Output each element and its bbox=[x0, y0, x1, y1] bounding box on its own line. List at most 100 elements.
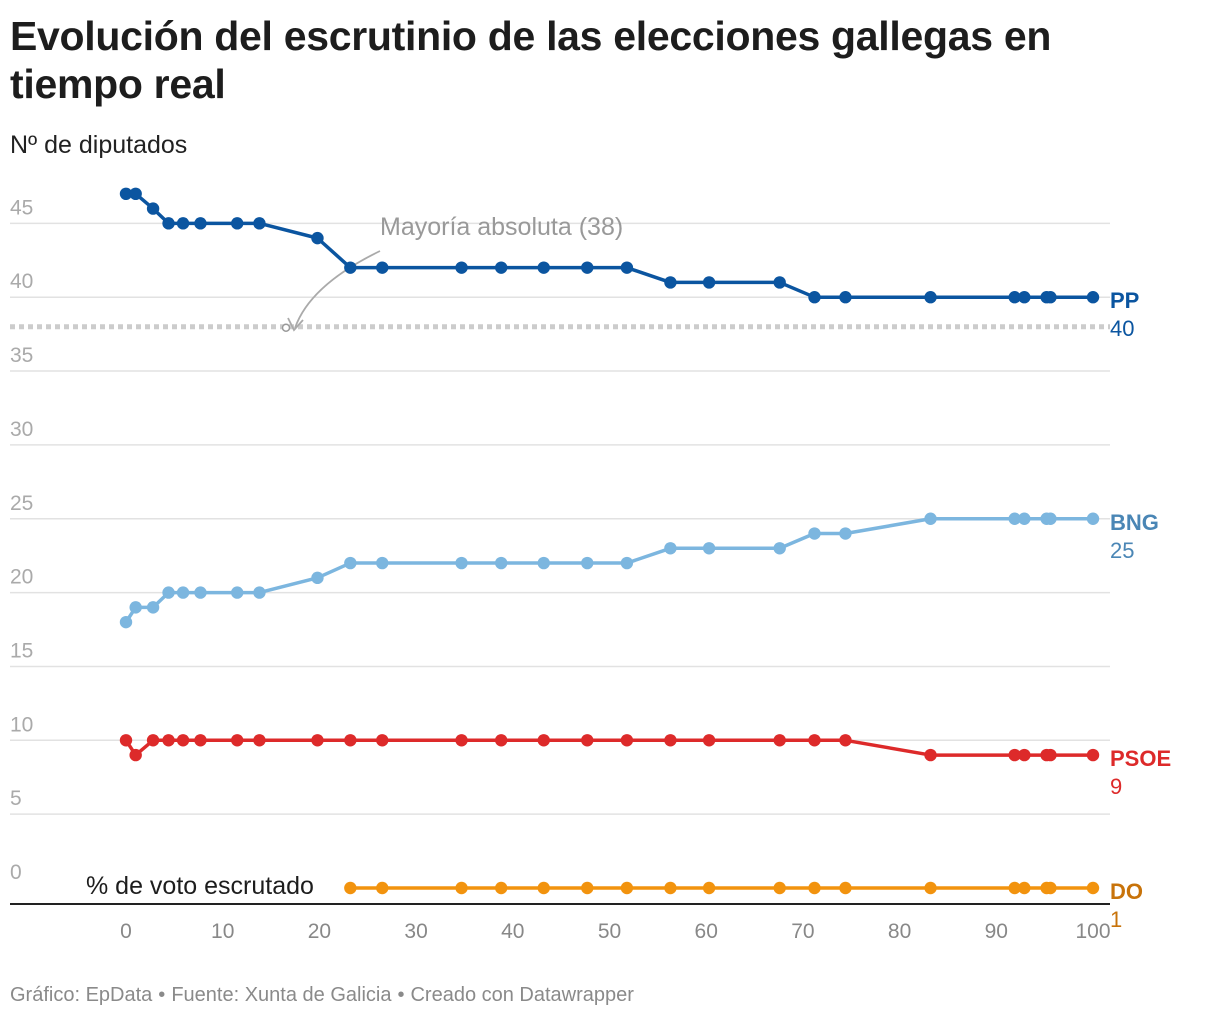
data-point-pp bbox=[194, 217, 207, 230]
data-point-do bbox=[702, 881, 716, 895]
data-point-pp bbox=[494, 261, 508, 274]
data-point-pp bbox=[253, 217, 266, 230]
footer-tool: Creado con Datawrapper bbox=[410, 984, 634, 1006]
data-point-psoe bbox=[702, 734, 716, 747]
x-tick-label-70: 70 bbox=[791, 920, 814, 943]
y-tick-label-20: 20 bbox=[10, 566, 33, 589]
data-point-pp bbox=[664, 276, 677, 289]
data-point-bng bbox=[455, 556, 468, 570]
data-point-pp bbox=[537, 261, 550, 274]
data-point-psoe bbox=[129, 748, 142, 762]
x-axis-label: % de voto escrutado bbox=[86, 872, 314, 900]
data-point-bng bbox=[376, 556, 389, 570]
series-value-do: 1 bbox=[1110, 907, 1122, 932]
data-point-pp bbox=[376, 261, 389, 274]
data-point-psoe bbox=[1018, 748, 1031, 762]
data-point-bng bbox=[162, 586, 175, 599]
annotation-majority: Mayoría absoluta (38) bbox=[281, 213, 623, 332]
series-line-bng bbox=[124, 517, 1093, 624]
data-point-do bbox=[924, 881, 937, 895]
series-bng bbox=[119, 512, 1100, 629]
x-axis: 0 10 20 30 40 50 60 70 80 90 100 % de voto escrutad… bbox=[10, 868, 1111, 943]
data-point-bng bbox=[702, 542, 716, 555]
data-point-bng bbox=[194, 586, 207, 599]
data-point-pp bbox=[129, 187, 142, 201]
series-label-pp: PP bbox=[1110, 288, 1139, 313]
x-tick-label-40: 40 bbox=[501, 920, 524, 943]
data-point-bng bbox=[581, 556, 594, 570]
data-point-pp bbox=[1044, 291, 1057, 304]
data-point-psoe bbox=[581, 734, 594, 747]
data-point-pp bbox=[773, 276, 786, 289]
series-value-bng: 25 bbox=[1110, 538, 1134, 563]
series-do bbox=[344, 881, 1100, 895]
chart-footer: Gráfico: EpData • Fuente: Xunta de Galicia… bbox=[10, 984, 634, 1007]
annotation-anchor-dot bbox=[281, 323, 291, 332]
data-point-do bbox=[839, 881, 852, 895]
y-tick-label-0: 0 bbox=[10, 861, 22, 884]
series-psoe bbox=[119, 734, 1100, 762]
data-point-do bbox=[494, 881, 508, 895]
data-point-bng bbox=[176, 586, 190, 599]
y-tick-label-35: 35 bbox=[10, 344, 33, 367]
data-point-psoe bbox=[376, 734, 389, 747]
data-point-do bbox=[455, 881, 468, 895]
data-point-do bbox=[664, 881, 677, 895]
chart-subtitle: Nº de diputados bbox=[10, 131, 188, 159]
data-point-bng bbox=[664, 542, 677, 555]
annotation-arrow-head bbox=[287, 317, 304, 332]
data-point-bng bbox=[494, 556, 508, 570]
data-point-psoe bbox=[924, 748, 937, 762]
data-point-psoe bbox=[455, 734, 468, 747]
data-point-pp bbox=[311, 231, 324, 245]
data-point-psoe bbox=[1008, 748, 1021, 762]
gridlines: 0 5 10 15 20 25 30 35 40 45 bbox=[10, 196, 1110, 884]
footer-separator: • bbox=[158, 984, 166, 1006]
data-point-bng bbox=[808, 527, 821, 540]
series-pp bbox=[119, 187, 1100, 304]
data-point-bng bbox=[253, 586, 266, 599]
data-point-psoe bbox=[839, 734, 852, 747]
x-tick-label-20: 20 bbox=[308, 920, 331, 943]
reference-line-majority: Mayoría absoluta (38) bbox=[10, 213, 1110, 332]
data-point-bng bbox=[146, 601, 160, 614]
data-point-bng bbox=[1086, 512, 1100, 525]
data-point-bng bbox=[773, 542, 786, 555]
data-point-psoe bbox=[162, 734, 175, 747]
x-axis-label-background bbox=[80, 868, 342, 902]
footer-source: Fuente: Xunta de Galicia bbox=[171, 984, 392, 1006]
data-point-psoe bbox=[146, 734, 160, 747]
data-point-pp bbox=[146, 202, 160, 215]
y-tick-label-10: 10 bbox=[10, 713, 33, 736]
annotation-arrow-line bbox=[294, 250, 381, 329]
data-point-psoe bbox=[344, 734, 357, 747]
data-point-bng bbox=[1008, 512, 1021, 525]
data-point-psoe bbox=[1086, 748, 1100, 762]
data-point-bng bbox=[537, 556, 550, 570]
data-point-do bbox=[773, 881, 786, 895]
data-point-pp bbox=[702, 276, 716, 289]
data-point-pp bbox=[1008, 291, 1021, 304]
data-point-psoe bbox=[231, 734, 244, 747]
data-point-psoe bbox=[194, 734, 207, 747]
y-tick-label-45: 45 bbox=[10, 196, 33, 219]
data-point-pp bbox=[839, 291, 852, 304]
data-point-pp bbox=[620, 261, 634, 274]
data-point-psoe bbox=[119, 734, 133, 747]
data-point-pp bbox=[344, 261, 357, 274]
data-point-psoe bbox=[311, 734, 324, 747]
footer-credit: Gráfico: EpData bbox=[10, 984, 153, 1006]
data-point-psoe bbox=[620, 734, 634, 747]
series-line-psoe bbox=[124, 738, 1093, 757]
x-tick-label-90: 90 bbox=[985, 920, 1008, 943]
y-tick-label-40: 40 bbox=[10, 270, 33, 293]
data-point-psoe bbox=[253, 734, 266, 747]
data-point-do bbox=[537, 881, 550, 895]
data-point-psoe bbox=[773, 734, 786, 747]
data-point-pp bbox=[1086, 291, 1100, 304]
data-point-psoe bbox=[1044, 748, 1057, 762]
series-label-bng: BNG bbox=[1110, 510, 1159, 535]
data-point-psoe bbox=[808, 734, 821, 747]
y-tick-label-15: 15 bbox=[10, 639, 33, 662]
data-point-bng bbox=[620, 556, 634, 570]
